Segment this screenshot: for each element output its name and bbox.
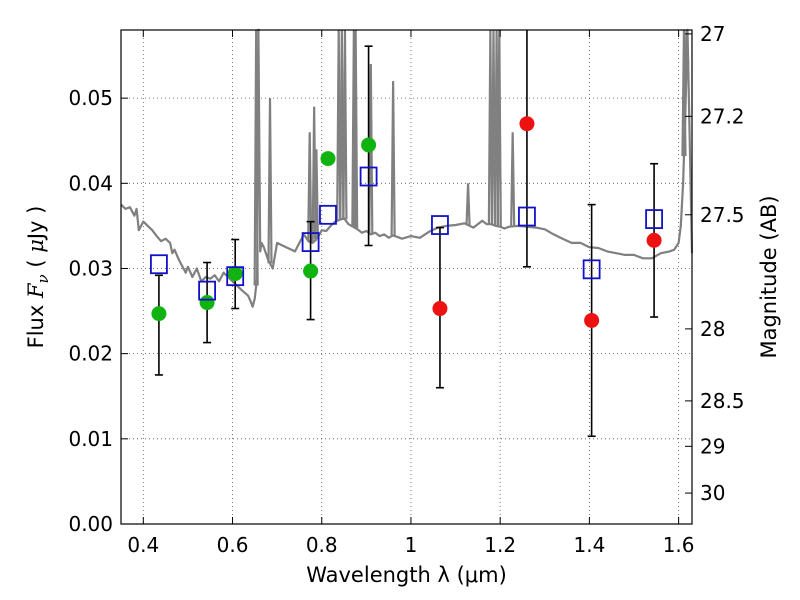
model-photometry-box [319, 204, 337, 225]
model-photometry-box [645, 209, 663, 229]
y2-tick-label: 27.2 [700, 104, 745, 128]
model-spectrum-spike [307, 132, 313, 242]
y2-tick-label: 27.5 [700, 203, 745, 227]
y-axis-label-subscript: ν [34, 274, 52, 283]
non-detection-point [519, 116, 535, 132]
y2-tick-label: 28 [700, 317, 725, 341]
x-axis-label: Wavelength λ (μm) [306, 563, 507, 587]
y-tick-label: 0.00 [68, 512, 113, 536]
non-detection-point [646, 232, 662, 248]
y-axis-label-mu: μ [24, 239, 48, 253]
model-photometry-box [359, 166, 378, 187]
model-photometry-box [198, 280, 216, 301]
model-spectrum-spike [465, 183, 471, 226]
y-tick-label: 0.04 [68, 171, 113, 195]
model-photometry-box [301, 232, 320, 252]
model-box-layer [150, 166, 663, 301]
model-spectrum-spike [390, 81, 396, 236]
model-spectrum-spike [342, 29, 348, 220]
y-tick-label: 0.01 [68, 427, 113, 451]
data-points-layer [151, 116, 662, 328]
model-spectrum-spike [368, 64, 374, 235]
model-spectrum-spike [496, 29, 502, 227]
y-axis-label-symbol: F [24, 282, 48, 299]
plot-frame [120, 29, 693, 525]
non-detection-point [584, 312, 600, 328]
y-tick-label: 0.03 [68, 256, 113, 280]
y-axis-label-unit-pre: ( [24, 253, 48, 275]
x-tick-label: 1.2 [484, 533, 516, 557]
detection-point [227, 266, 243, 282]
model-photometry-box [226, 266, 245, 287]
non-detection-point [432, 301, 448, 317]
x-tick-label: 0.8 [306, 533, 338, 557]
x-tick-label: 0.6 [217, 533, 249, 557]
y2-tick-label: 29 [700, 434, 725, 458]
detection-point [320, 151, 336, 167]
model-spectrum-spike [267, 98, 273, 264]
y2-axis-label: Magnitude (AB) [757, 195, 781, 358]
axes: 0.4 0.6 0.8 1 1.2 1.4 1.6 0.00 0.01 0.02 0.03 0.04 0… [68, 22, 744, 557]
y-tick-label: 0.02 [68, 342, 113, 366]
errorbar-layer [154, 30, 659, 438]
detection-point [199, 295, 215, 311]
y-axis-label: Flux Fν ( μJy ) [24, 206, 52, 349]
detection-point [361, 137, 377, 153]
x-tick-label: 0.4 [127, 533, 159, 557]
detection-point [303, 263, 319, 279]
y2-tick-label: 27 [700, 22, 725, 46]
y2-tick-label: 30 [700, 481, 725, 505]
y2-tick-label: 28.5 [700, 389, 745, 413]
x-tick-label: 1.4 [573, 533, 605, 557]
model-photometry-box [150, 254, 168, 275]
detection-point [151, 306, 167, 322]
model-photometry-box [518, 206, 536, 227]
y-tick-label: 0.05 [68, 86, 113, 110]
model-photometry-box [582, 259, 601, 280]
model-spectrum-spike [313, 149, 319, 239]
y-axis-label-prefix: Flux [24, 298, 48, 348]
x-tick-label: 1.6 [663, 533, 695, 557]
x-tick-label: 1 [405, 533, 418, 557]
model-spectrum-spike [510, 132, 516, 227]
model-photometry-box [431, 215, 449, 235]
y-axis-label-unit-post: Jy ) [24, 206, 48, 242]
